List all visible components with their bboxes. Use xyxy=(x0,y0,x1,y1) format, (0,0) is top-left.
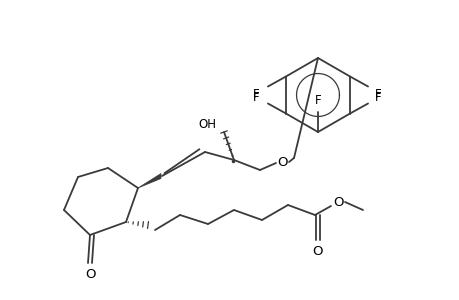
Text: F: F xyxy=(252,91,259,104)
Text: O: O xyxy=(333,196,343,208)
Text: O: O xyxy=(312,245,323,259)
Text: F: F xyxy=(374,88,381,101)
Text: F: F xyxy=(252,88,259,101)
Polygon shape xyxy=(138,173,161,188)
Text: F: F xyxy=(374,91,381,104)
Text: O: O xyxy=(277,155,288,169)
Text: O: O xyxy=(85,268,96,281)
Text: F: F xyxy=(314,94,321,106)
Text: OH: OH xyxy=(197,118,216,130)
